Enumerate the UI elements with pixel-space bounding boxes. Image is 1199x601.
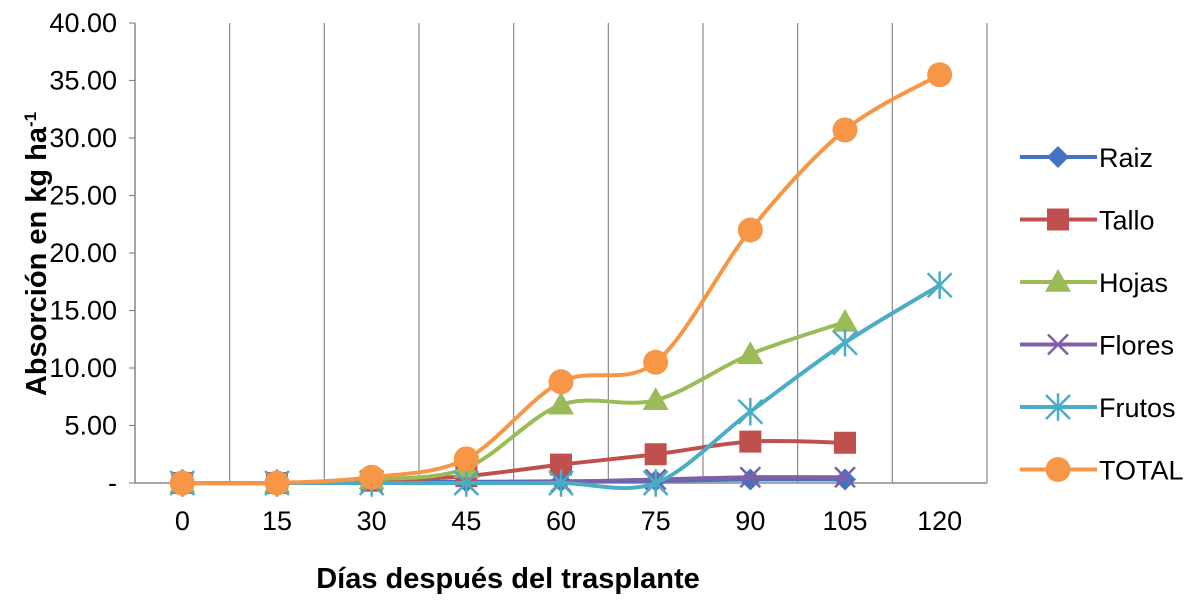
data-point-marker [642,387,669,410]
data-point-marker [643,349,669,375]
legend-item-flores: Flores [1020,331,1174,361]
data-point-marker [739,468,762,491]
legend-item-tallo: Tallo [1020,206,1155,236]
y-tick-label: 25.00 [49,181,117,211]
data-point-marker [550,453,572,476]
data-point-marker [548,391,574,415]
data-point-marker [834,431,856,454]
legend-label: Raiz [1099,143,1153,173]
x-axis-title: Días después del trasplante [316,563,700,595]
y-tick-label: 15.00 [49,296,117,326]
data-point-marker [737,217,763,243]
y-tick-labels: - 5.00 10.00 15.00 20.00 25.00 30.00 35.00 40.00 [49,8,117,498]
series-total [169,62,953,496]
x-tick-label: 45 [451,506,481,536]
data-point-marker [834,468,856,491]
y-axis-title-superscript: -1 [21,112,40,127]
y-axis-title: Absorción en kg ha-1 [21,112,53,396]
y-tick-label: 30.00 [49,123,117,153]
data-point-marker [453,446,479,472]
legend-label: Tallo [1099,206,1155,236]
data-point-marker [737,341,764,364]
legend-item-raiz: Raiz [1020,143,1153,173]
gridlines [134,23,988,483]
data-point-marker [832,328,858,357]
x-tick-label: 15 [262,506,292,536]
y-tick-label: - [108,468,117,498]
legend-item-total: TOTAL [1020,456,1184,486]
data-point-marker [926,271,953,299]
legend-item-hojas: Hojas [1020,268,1168,298]
y-tick-label: 5.00 [64,411,117,441]
legend-label: Hojas [1099,268,1168,298]
y-tick-label: 35.00 [49,66,117,96]
data-point-marker [1045,269,1071,292]
legend: Raiz Tallo Hojas Flores Frutos TOTAL [1020,143,1184,486]
data-point-marker [1047,208,1069,231]
data-point-marker [1047,333,1069,356]
y-tick-label: 20.00 [49,238,117,268]
data-point-marker [1047,146,1069,168]
x-tick-labels: 0 15 30 45 60 75 90 105 120 [175,506,962,536]
series-line [180,72,942,486]
x-tick-label: 75 [641,506,671,536]
y-tick-label: 40.00 [49,8,117,38]
y-axis-title-main: Absorción en kg ha [21,126,53,396]
data-point-marker [169,470,195,496]
data-point-marker [548,369,574,395]
x-tick-label: 0 [175,506,190,536]
data-point-marker [927,62,953,88]
legend-item-frutos: Frutos [1020,393,1176,423]
data-point-marker [739,430,762,453]
data-point-marker [1045,457,1071,482]
x-tick-label: 120 [917,506,962,536]
data-point-marker [739,466,762,489]
data-point-marker [264,470,290,496]
data-point-marker [642,469,669,497]
legend-label: TOTAL [1099,456,1184,486]
data-point-marker [1045,393,1071,421]
legend-label: Flores [1099,331,1174,361]
x-tick-label: 90 [735,506,765,536]
data-point-marker [832,309,858,332]
x-tick-label: 105 [822,506,867,536]
y-tick-label: 10.00 [49,353,117,383]
data-point-marker [737,397,764,426]
data-point-marker [834,466,856,489]
data-point-marker [832,117,858,143]
data-point-marker [548,469,574,497]
x-tick-label: 60 [546,506,576,536]
series-lines [169,62,953,497]
data-point-marker [644,443,667,466]
data-point-marker [453,469,480,497]
legend-label: Frutos [1099,393,1176,423]
data-point-marker [359,464,385,490]
x-tick-label: 30 [357,506,387,536]
